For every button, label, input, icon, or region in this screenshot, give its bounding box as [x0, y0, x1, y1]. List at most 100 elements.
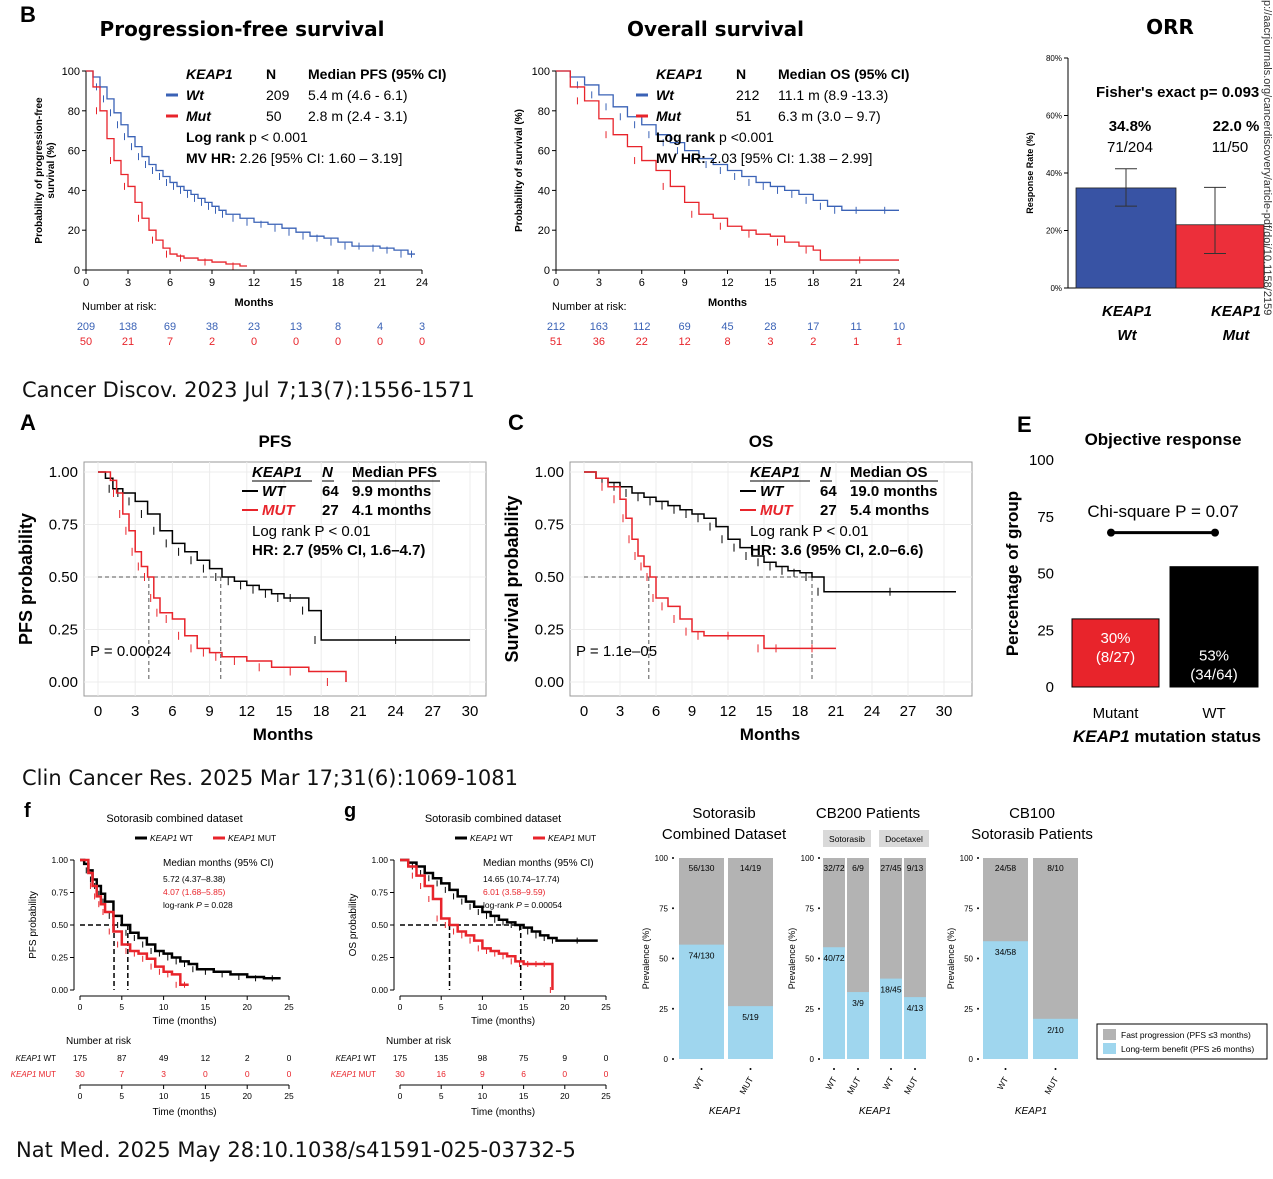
g_os-median-header: Median months (95% CI) — [483, 858, 594, 869]
C_os-x-tick-label: 18 — [792, 703, 809, 720]
C_os-y-tick-label: 0.75 — [535, 517, 564, 534]
f_pfs-series-0 — [80, 858, 281, 980]
citation-nat-med: Nat Med. 2025 May 28:10.1038/s41591-025-… — [16, 1138, 576, 1162]
prev_cb200-x-tick-dot — [833, 1068, 835, 1070]
prev_cb100-bar-long-1 — [1033, 1018, 1078, 1059]
B_orr-count-label: 71/204 — [1107, 139, 1153, 156]
B_orr-y-tick-label: 80% — [1046, 54, 1062, 63]
E_orr-y-tick-label: 100 — [1029, 452, 1054, 469]
B_os-x-label: Months — [708, 297, 747, 309]
A_pfs-legend-median: 9.9 months — [352, 483, 431, 500]
B_orr-value-label: 34.8% — [1109, 118, 1152, 135]
B_os-x-tick-label: 12 — [721, 277, 733, 289]
g_os-risk-value: 0 — [562, 1069, 567, 1079]
B_os-legend-median: 11.1 m (8.9 -13.3) — [778, 87, 888, 103]
C_os-x-tick-label: 21 — [828, 703, 845, 720]
g_os-risk-value: 135 — [434, 1053, 448, 1063]
g_os-risk-value: 175 — [393, 1053, 407, 1063]
B_pfs-risk-wt: 209 — [77, 321, 95, 333]
B_pfs-risk-wt: 4 — [377, 321, 383, 333]
g_os-y-tick-label: 0.75 — [371, 888, 388, 898]
E_orr-value-label: 53% — [1199, 648, 1229, 665]
B_os-legend-header-gene: KEAP1 — [656, 66, 703, 82]
prev_cb100-long-label: 34/58 — [995, 947, 1017, 957]
E_orr-x-label: KEAP1 mutation status — [1073, 727, 1261, 746]
prev_combined-y-label: Prevalence (%) — [641, 928, 651, 990]
prev_cb200-x-tick-label: MUT — [845, 1075, 863, 1096]
A_pfs-legend-header-n: N — [322, 464, 334, 481]
g_os-risk-value: 0 — [604, 1053, 609, 1063]
B_pfs-risk-mut: 2 — [209, 336, 215, 348]
g_os-risk-group: KEAP1 WT — [336, 1054, 377, 1063]
panel-label-g: g — [344, 800, 357, 822]
B_pfs-y-tick-label: 60 — [68, 146, 80, 158]
B_os-x-tick-label: 3 — [596, 277, 602, 289]
g_os-x-label: Time (months) — [471, 1016, 535, 1027]
B_os-risk-wt: 17 — [807, 321, 819, 333]
prev_legend-swatch-fast — [1103, 1029, 1116, 1040]
A_pfs-legend-group: MUT — [262, 502, 296, 519]
B_os-risk-wt: 45 — [721, 321, 733, 333]
A_pfs-x-tick-label: 0 — [94, 703, 102, 720]
f_pfs-median-wt: 5.72 (4.37–8.38) — [163, 874, 226, 884]
B_pfs-risk-wt: 38 — [206, 321, 218, 333]
g_os-risk-tick-label: 15 — [519, 1091, 529, 1101]
f_pfs-y-tick-label: 1.00 — [51, 855, 68, 865]
prev_cb200-y-tick-label: 50 — [805, 955, 814, 964]
B_pfs-y-label: survival (%) — [46, 142, 57, 198]
g_os-risk-value: 9 — [562, 1053, 567, 1063]
C_os-x-tick-label: 15 — [756, 703, 773, 720]
B_pfs-x-tick-label: 9 — [209, 277, 215, 289]
g_os-risk-value: 98 — [478, 1053, 488, 1063]
f_pfs-risk-tick-label: 20 — [242, 1091, 252, 1101]
f_pfs-risk-title: Number at risk — [66, 1036, 132, 1047]
prev_cb200-long-label: 3/9 — [852, 998, 864, 1008]
B_os-x-tick-label: 0 — [553, 277, 559, 289]
prev_combined-long-label: 74/130 — [689, 951, 715, 961]
B_pfs-risk-wt: 3 — [419, 321, 425, 333]
A_pfs-y-tick-label: 0.50 — [49, 569, 78, 586]
prev_cb100-y-tick-dot — [977, 857, 979, 859]
B_os-legend-n: 212 — [736, 87, 760, 103]
C_os-legend-header-n: N — [820, 464, 832, 481]
B_pfs-risk-mut: 0 — [251, 336, 257, 348]
prev_cb100-y-tick-label: 25 — [964, 1005, 973, 1014]
B_os-x-tick-label: 6 — [639, 277, 645, 289]
B_orr-value-label: 22.0 % — [1213, 118, 1260, 135]
B_os-x-tick-label: 15 — [764, 277, 776, 289]
C_os-legend-n: 27 — [820, 502, 837, 519]
prev_combined-y-tick-label: 50 — [659, 955, 668, 964]
f_pfs-risk-value: 30 — [75, 1069, 85, 1079]
prev_combined-y-tick-dot — [672, 957, 674, 960]
g_os-median-wt: 14.65 (10.74–17.74) — [483, 874, 560, 884]
B_os-y-tick-label: 0 — [544, 265, 550, 277]
C_os-y-tick-label: 1.00 — [535, 464, 564, 481]
B_orr-category-group: Mut — [1223, 327, 1251, 344]
C_os-x-tick-label: 0 — [580, 703, 588, 720]
E_orr-y-tick-label: 0 — [1046, 679, 1054, 696]
f_pfs-logrank: log-rank P = 0.028 — [163, 900, 233, 910]
B_pfs-x-tick-label: 15 — [290, 277, 302, 289]
g_os-title: Sotorasib combined dataset — [425, 813, 561, 825]
B_pfs-y-tick-label: 0 — [74, 265, 80, 277]
A_pfs-x-tick-label: 30 — [462, 703, 479, 720]
prev_legend-swatch-long — [1103, 1043, 1116, 1054]
E_orr-category: WT — [1202, 705, 1225, 722]
g_os-risk-group: KEAP1 MUT — [331, 1070, 376, 1079]
prev_combined-fast-label: 14/19 — [740, 863, 762, 873]
prev_cb200-x-label: KEAP1 — [859, 1106, 891, 1117]
g_os-risk-tick-label: 0 — [398, 1091, 403, 1101]
prev_combined-y-tick-dot — [672, 1007, 674, 1010]
f_pfs-y-tick-label: 0.00 — [51, 985, 68, 995]
C_os-legend-header-gene: KEAP1 — [750, 464, 800, 481]
f_pfs-risk-tick-label: 10 — [159, 1091, 169, 1101]
prev_legend-box — [1096, 1023, 1268, 1060]
B_os-risk-mut: 8 — [724, 336, 730, 348]
B_pfs-risk-wt: 13 — [290, 321, 302, 333]
f_pfs-x-label: Time (months) — [152, 1016, 216, 1027]
A_pfs-x-tick-label: 21 — [350, 703, 367, 720]
g_os-risk-value: 9 — [480, 1069, 485, 1079]
B_pfs-x-tick-label: 24 — [416, 277, 428, 289]
prev_cb200-facet-label: Sotorasib — [829, 834, 865, 844]
C_os-pvalue: P = 1.1e–05 — [576, 643, 657, 660]
